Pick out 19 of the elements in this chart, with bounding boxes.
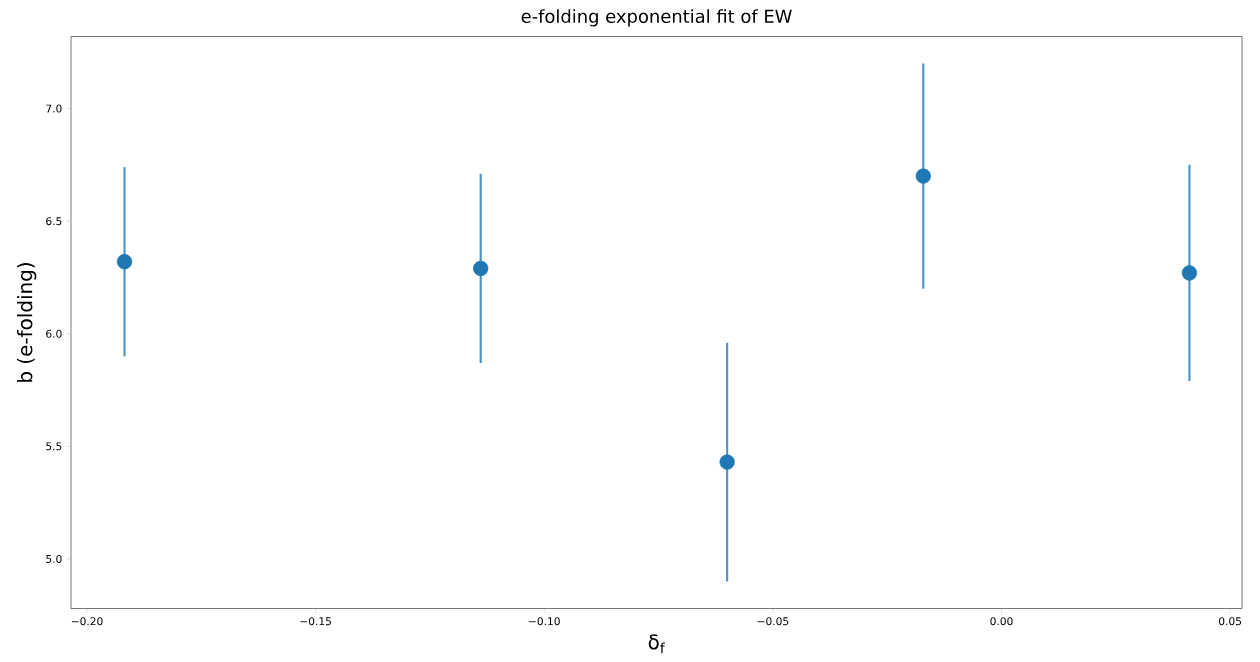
x-tick-label: 0.00 <box>990 617 1013 626</box>
x-tick-label: −0.15 <box>300 617 331 626</box>
y-tick-label: 5.5 <box>46 442 62 451</box>
x-tick-label: −0.10 <box>529 617 560 626</box>
y-tick-label: 6.0 <box>46 329 62 338</box>
x-tick-label: −0.20 <box>71 617 103 626</box>
y-axis-title: b (e-folding) <box>17 263 37 382</box>
y-tick-label: 5.0 <box>46 554 62 563</box>
point <box>1181 265 1198 281</box>
y-tick-label: 7.0 <box>46 104 62 113</box>
chart-title: e-folding exponential fit of EW <box>521 9 792 27</box>
x-tick-label: −0.05 <box>757 617 789 626</box>
y-tick-label: 6.5 <box>46 217 62 226</box>
point <box>719 454 735 470</box>
point <box>116 254 133 270</box>
point <box>915 168 931 184</box>
x-axis-title: δ$_{f}$ <box>648 634 665 654</box>
x-tick-label: 0.05 <box>1219 617 1242 626</box>
point <box>473 260 489 277</box>
